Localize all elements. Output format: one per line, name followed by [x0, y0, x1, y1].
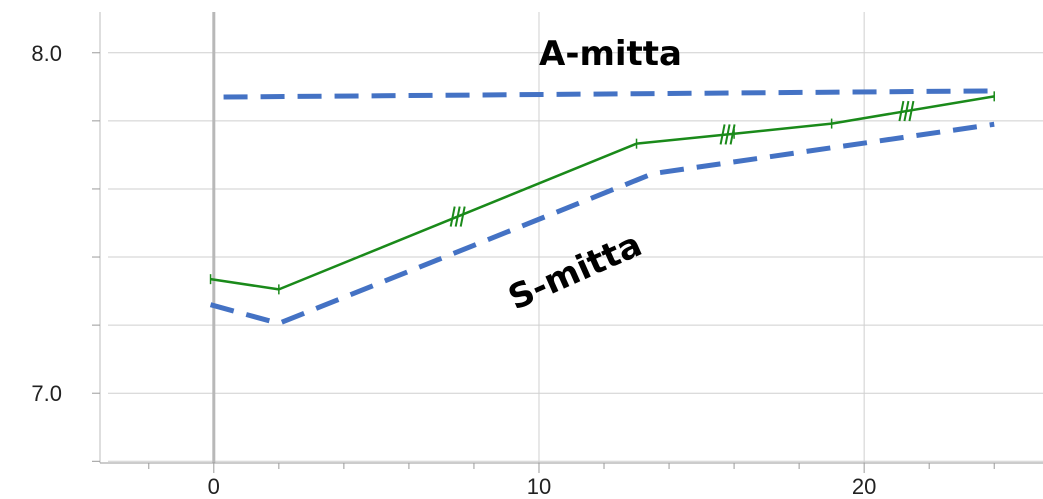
hatch-mark [908, 100, 915, 122]
hatch-mark [449, 206, 456, 227]
y-tick-label: 7.0 [31, 381, 62, 406]
hatch-mark [729, 124, 736, 145]
hatch-mark [454, 206, 461, 227]
x-tick-label: 10 [527, 474, 551, 499]
dashed-line-1 [209, 121, 995, 326]
annotation-label: A-mitta [539, 34, 682, 74]
hatch-mark [898, 100, 905, 122]
hatch-mark [459, 206, 466, 227]
solid-line [210, 95, 995, 291]
y-tick-label: 8.0 [31, 41, 62, 66]
annotation-label: S-mitta [503, 225, 648, 319]
dashed-line-2 [223, 88, 995, 100]
hatch-mark [903, 100, 910, 122]
hatch-mark [724, 124, 731, 145]
x-tick-label: 20 [852, 474, 876, 499]
hatch-mark [719, 124, 726, 145]
x-tick-label: 0 [208, 474, 220, 499]
